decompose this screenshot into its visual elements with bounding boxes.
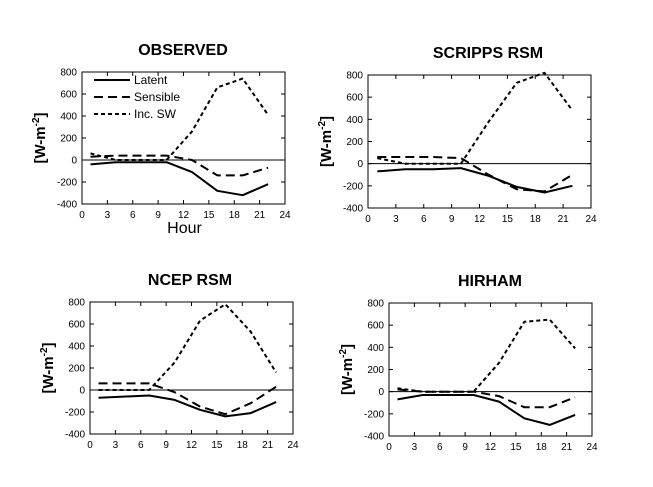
x-tick-label: 12 [186, 440, 198, 451]
x-tick-label: 3 [105, 210, 111, 221]
x-tick-label: 15 [203, 210, 215, 221]
x-tick-label: 21 [558, 214, 570, 225]
y-tick-label: 200 [60, 134, 77, 145]
x-tick-label: 6 [138, 440, 144, 451]
x-tick-label: 9 [449, 214, 455, 225]
x-tick-label: 24 [586, 442, 598, 453]
y-tick-label: 400 [60, 112, 77, 123]
chart-title: HIRHAM [458, 273, 522, 290]
series-line-dotted [397, 318, 576, 393]
series-line-solid [90, 161, 269, 197]
x-tick-label: 3 [412, 442, 418, 453]
y-tick-label: 400 [367, 343, 384, 354]
y-tick-label: 600 [346, 93, 363, 104]
y-tick-label: 800 [68, 298, 85, 309]
y-tick-label: 800 [367, 299, 384, 310]
x-tick-label: 0 [386, 442, 392, 453]
series-line-dotted [377, 71, 574, 165]
x-tick-label: 18 [237, 440, 249, 451]
x-axis-label: Hour [167, 220, 202, 237]
y-tick-label: 200 [367, 365, 384, 376]
chart-title: NCEP RSM [148, 272, 232, 289]
y-tick-label: 600 [68, 320, 85, 331]
x-tick-label: 12 [474, 214, 486, 225]
x-tick-label: 9 [462, 442, 468, 453]
y-tick-label: -400 [57, 200, 77, 211]
series-line-solid [377, 167, 573, 194]
y-tick-label: 0 [71, 156, 77, 167]
y-tick-label: -400 [65, 430, 85, 441]
y-tick-label: 800 [346, 71, 363, 82]
x-tick-label: 9 [155, 210, 161, 221]
x-tick-label: 18 [536, 442, 548, 453]
series-line-solid [98, 394, 277, 418]
x-tick-label: 6 [130, 210, 136, 221]
x-tick-label: 24 [287, 440, 299, 451]
x-tick-label: 6 [437, 442, 443, 453]
x-tick-label: 18 [229, 210, 241, 221]
x-tick-label: 3 [393, 214, 399, 225]
chart-panel-1: OBSERVED -400 -200 0 200 400 600 800 0 3 6 9 12 15 18 2… [31, 42, 291, 237]
y-tick-label: -200 [57, 178, 77, 189]
x-tick-label: 18 [530, 214, 542, 225]
chart-title: SCRIPPS RSM [433, 45, 543, 62]
y-tick-label: 600 [60, 90, 77, 101]
x-tick-label: 6 [421, 214, 427, 225]
chart-panel-2: SCRIPPS RSM -400 -200 0 200 400 600 800 0 3 6 9 12 15… [317, 45, 597, 225]
x-tick-label: 12 [178, 210, 190, 221]
y-axis-label: [W-m-2] [338, 344, 356, 395]
x-tick-label: 15 [510, 442, 522, 453]
y-tick-label: 0 [357, 159, 363, 170]
y-tick-label: 400 [346, 115, 363, 126]
x-tick-label: 9 [163, 440, 169, 451]
x-tick-label: 24 [279, 210, 291, 221]
y-axis-label: [W-m-2] [317, 116, 335, 167]
x-tick-label: 21 [561, 442, 573, 453]
y-tick-label: 600 [367, 321, 384, 332]
y-tick-label: 400 [68, 342, 85, 353]
series-line-solid [397, 394, 576, 426]
y-tick-label: -400 [364, 432, 384, 443]
plot-frame [81, 71, 286, 205]
y-tick-label: 0 [79, 386, 85, 397]
y-axis-label: [W-m-2] [31, 112, 49, 163]
x-tick-label: 0 [79, 210, 85, 221]
y-tick-label: 0 [378, 387, 384, 398]
legend-label: Inc. SW [134, 107, 177, 121]
chart-panel-3: NCEP RSM -400 -200 0 200 400 600 800 0 3 6 9 12 15 18 2… [39, 272, 299, 451]
y-tick-label: 800 [60, 68, 77, 79]
x-tick-label: 0 [365, 214, 371, 225]
plot-frame [367, 74, 592, 209]
x-tick-label: 3 [113, 440, 119, 451]
x-tick-label: 24 [585, 214, 597, 225]
y-tick-label: -400 [343, 204, 363, 215]
x-tick-label: 21 [254, 210, 266, 221]
series-line-dashed [377, 156, 573, 193]
series-line-dashed [90, 154, 269, 177]
x-tick-label: 12 [485, 442, 497, 453]
x-tick-label: 15 [211, 440, 223, 451]
x-tick-label: 21 [262, 440, 274, 451]
y-axis-label: [W-m-2] [39, 342, 57, 393]
chart-title: OBSERVED [138, 42, 228, 59]
legend-label: Sensible [134, 90, 180, 104]
y-tick-label: -200 [65, 408, 85, 419]
plot-frame [89, 301, 294, 435]
y-tick-label: -200 [343, 181, 363, 192]
legend-label: Latent [134, 73, 168, 87]
plot-frame [388, 302, 593, 437]
y-tick-label: 200 [68, 364, 85, 375]
series-line-dotted [90, 77, 269, 161]
x-tick-label: 15 [502, 214, 514, 225]
x-tick-label: 0 [87, 440, 93, 451]
chart-panel-4: HIRHAM -400 -200 0 200 400 600 800 0 3 6 9 12 15 18 21 2… [338, 273, 598, 453]
y-tick-label: -200 [364, 409, 384, 420]
y-tick-label: 200 [346, 137, 363, 148]
series-line-dashed [98, 382, 277, 416]
series-line-dotted [98, 303, 277, 391]
